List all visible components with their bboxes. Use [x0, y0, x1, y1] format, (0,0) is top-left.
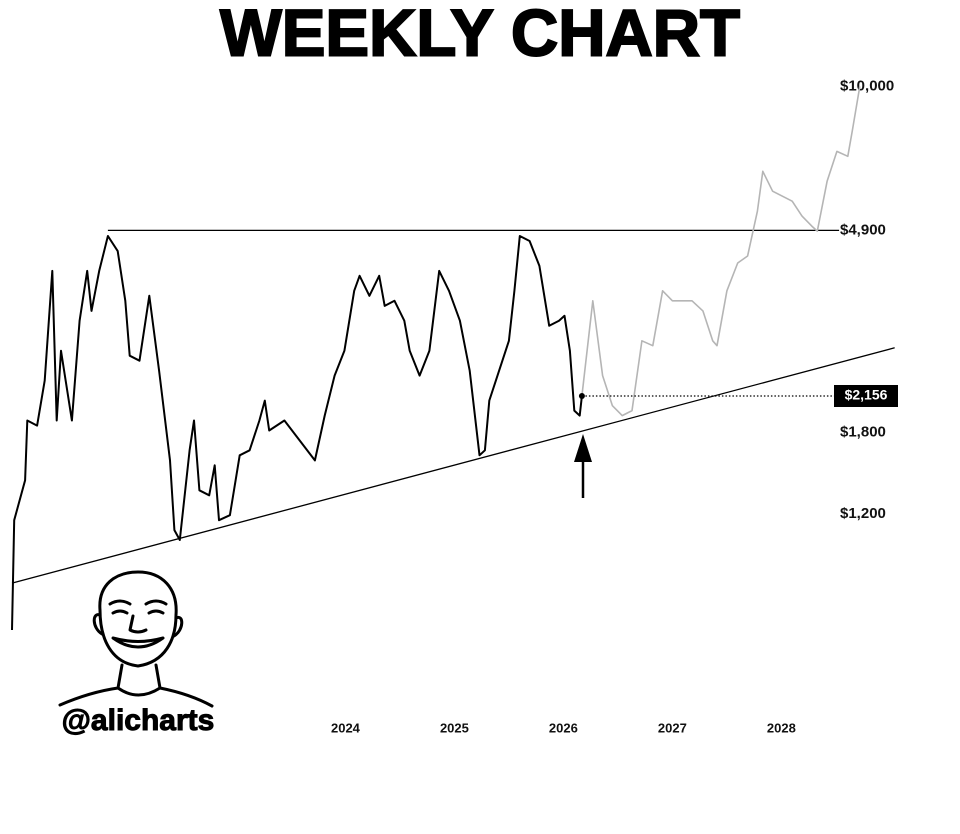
chart-title: WEEKLY CHART [220, 0, 740, 69]
price-line [11, 235, 583, 631]
price-marker-dot [578, 392, 585, 399]
avatar [58, 570, 214, 708]
y-tick-label: $1,800 [840, 423, 886, 440]
price-tag-label: $2,156 [845, 387, 888, 403]
support-line [11, 347, 895, 584]
arrow [574, 434, 592, 498]
x-tick-label: 2026 [549, 720, 578, 735]
x-tick-label: 2028 [767, 720, 796, 735]
price-line [581, 86, 861, 417]
handle: @alicharts [62, 704, 215, 737]
x-tick-label: 2024 [331, 720, 361, 735]
y-tick-label: $10,000 [840, 77, 894, 94]
y-tick-label: $4,900 [840, 221, 886, 238]
x-tick-label: 2025 [440, 720, 469, 735]
x-tick-label: 2027 [658, 720, 687, 735]
y-tick-label: $1,200 [840, 505, 886, 522]
price-tag [834, 384, 898, 407]
